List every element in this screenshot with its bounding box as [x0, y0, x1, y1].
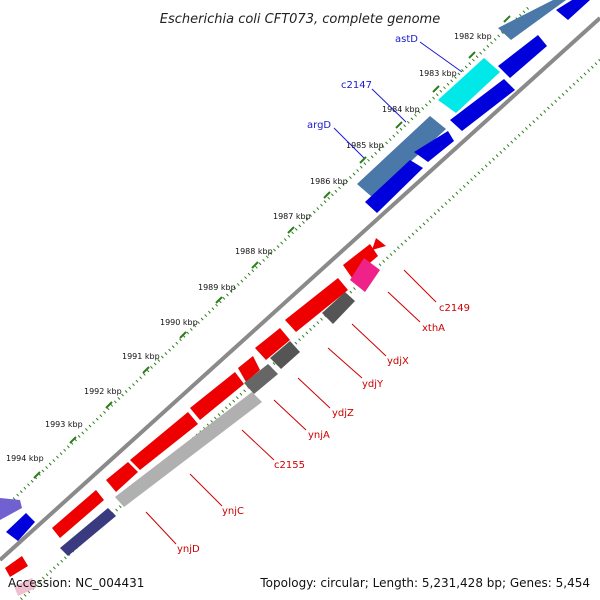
gene-feature-9 [6, 513, 35, 541]
gene-label-ydjZ: ydjZ [332, 408, 354, 419]
gene-label-ydjX: ydjX [387, 356, 409, 367]
gene-feature-7 [365, 160, 423, 213]
tick-label-1985: 1985 kbp [346, 141, 384, 150]
tick-label-1983: 1983 kbp [419, 69, 457, 78]
gene-feature-6 [414, 131, 454, 162]
gene-feature-23 [14, 578, 36, 596]
gene-feature-2 [556, 0, 590, 20]
forward-genes [0, 0, 590, 541]
gene-feature-c2155 [238, 356, 260, 382]
tick-label-1982: 1982 kbp [454, 32, 492, 41]
gene-feature-c2149 [372, 238, 386, 250]
reverse-gene-leaders [145, 269, 437, 545]
gene-feature-20 [52, 490, 104, 538]
gene-label-ynjD: ynjD [177, 544, 200, 555]
gene-feature-15 [190, 372, 244, 420]
gene-feature-17 [130, 412, 198, 470]
tick-label-1989: 1989 kbp [198, 283, 236, 292]
gene-feature-1 [498, 0, 566, 40]
gene-label-ynjA: ynjA [308, 430, 330, 441]
gene-label-ydjY: ydjY [362, 379, 384, 390]
gc-dots-outer [0, 6, 530, 514]
backbone-ring [0, 16, 600, 562]
tick-label-1987: 1987 kbp [273, 212, 311, 221]
gene-feature-ydjY [322, 292, 355, 324]
gene-feature-18 [106, 462, 138, 492]
gene-feature-argD [357, 116, 446, 197]
gene-label-ynjC: ynjC [222, 506, 244, 517]
gene-feature-ynjA [270, 341, 300, 369]
gene-label-c2155: c2155 [274, 460, 305, 471]
gene-feature-c2147 [450, 79, 515, 131]
tick-label-1986: 1986 kbp [310, 177, 348, 186]
gene-label-astD: astD [395, 34, 418, 45]
gene-label-xthA: xthA [422, 323, 445, 334]
forward-gene-labels: astD c2147 argD [307, 34, 418, 131]
map-title: Escherichia coli CFT073, complete genome [160, 12, 440, 27]
gene-label-c2147: c2147 [341, 80, 372, 91]
gene-feature-16 [244, 364, 278, 394]
gc-dots-inner [18, 58, 600, 600]
gene-feature-astD [438, 58, 500, 113]
genome-summary: Topology: circular; Length: 5,231,428 bp… [259, 576, 590, 590]
reverse-genes [5, 238, 386, 596]
tick-label-1992: 1992 kbp [84, 387, 122, 396]
tick-label-1988: 1988 kbp [235, 247, 273, 256]
tick-label-1993: 1993 kbp [45, 420, 83, 429]
tick-label-1994: 1994 kbp [6, 454, 44, 463]
gene-feature-22 [5, 556, 28, 577]
tick-label-1984: 1984 kbp [382, 105, 420, 114]
gene-feature-ydjZ [255, 328, 290, 360]
reverse-gene-labels: c2149 xthA ydjX ydjY ydjZ ynjA c2155 ynj… [177, 303, 470, 555]
gene-feature-xthA [350, 258, 380, 292]
kbp-tick-labels: 1982 kbp 1983 kbp 1984 kbp 1985 kbp 1986… [6, 32, 492, 463]
kbp-ticks [33, 15, 511, 479]
tick-label-1990: 1990 kbp [160, 318, 198, 327]
gene-feature-ydjX [285, 278, 348, 332]
gene-feature-11 [343, 244, 378, 278]
accession-label: Accession: NC_004431 [8, 576, 144, 590]
gene-label-c2149: c2149 [439, 303, 470, 314]
gene-feature-ynjC [115, 392, 262, 507]
gene-feature-3 [498, 35, 547, 78]
gene-feature-8 [0, 498, 22, 520]
gene-label-argD: argD [307, 120, 331, 131]
tick-label-1991: 1991 kbp [122, 352, 160, 361]
forward-gene-leaders [333, 41, 463, 159]
gene-feature-ynjD [60, 508, 116, 556]
